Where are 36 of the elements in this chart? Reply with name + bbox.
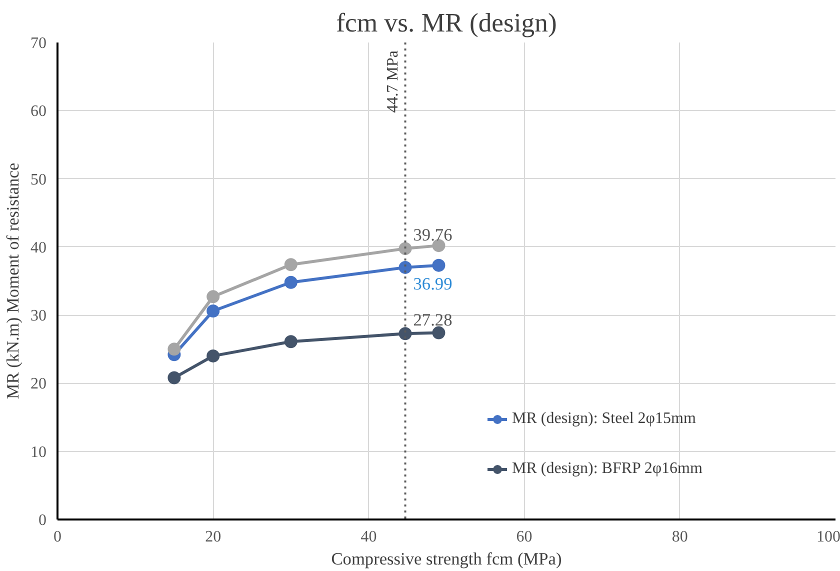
y-tick-label: 60 (30, 103, 46, 120)
legend-label: MR (design): BFRP 2φ16mm (512, 460, 702, 478)
data-label: 36.99 (413, 274, 452, 294)
x-tick-label: 0 (54, 528, 62, 546)
y-tick-label: 70 (30, 35, 46, 52)
y-tick-label: 0 (38, 512, 46, 529)
x-axis-title: Compressive strength fcm (MPa) (331, 550, 562, 568)
chart-title: fcm vs. MR (design) (336, 8, 557, 38)
point (284, 258, 298, 272)
point (206, 349, 220, 362)
point (398, 327, 412, 340)
y-tick-label: 40 (30, 239, 46, 256)
point (432, 258, 446, 272)
data-label: 39.76 (413, 226, 453, 245)
point (398, 260, 412, 274)
ref-line-label: 44.7 MPa (384, 50, 402, 113)
data-label: 27.28 (413, 310, 452, 330)
y-tick-label: 50 (30, 171, 46, 188)
legend-label: MR (design): Steel 2φ15mm (512, 410, 696, 428)
point (398, 242, 412, 256)
y-axis-title: MR (kN.m) Moment of resistance (4, 162, 22, 400)
point (168, 342, 181, 356)
x-tick-label: 40 (360, 528, 377, 546)
point (432, 326, 446, 340)
y-tick-label: 20 (30, 376, 46, 393)
y-tick-label: 30 (30, 308, 46, 325)
y-tick-label: 10 (30, 444, 46, 461)
x-tick-label: 20 (205, 528, 222, 546)
point (206, 290, 220, 304)
x-tick-label: 60 (516, 528, 532, 546)
point (284, 276, 298, 289)
x-tick-label: 100 (816, 528, 840, 546)
point (284, 335, 298, 348)
point (206, 304, 220, 318)
point (168, 371, 181, 384)
x-tick-label: 80 (672, 528, 688, 546)
